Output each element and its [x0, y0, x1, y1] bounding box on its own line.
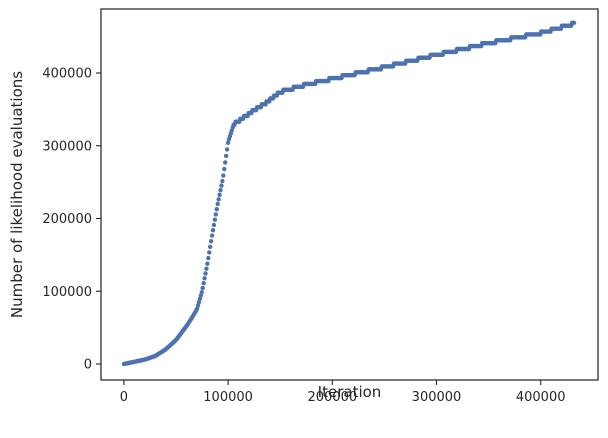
data-point: [207, 244, 213, 250]
data-point: [214, 206, 219, 212]
data-point: [220, 178, 225, 184]
x-tick-label: 0: [120, 390, 128, 405]
x-tick-label: 400000: [516, 390, 566, 405]
x-axis-title: Iteration: [318, 383, 382, 401]
data-point: [223, 160, 228, 165]
data-point: [209, 233, 215, 238]
data-point: [201, 280, 206, 286]
data-point: [199, 290, 204, 295]
y-tick-label: 0: [84, 357, 92, 372]
y-tick-label: 400000: [42, 67, 92, 82]
data-point: [215, 201, 220, 207]
data-point: [216, 197, 221, 202]
data-point: [210, 227, 216, 233]
data-point: [204, 266, 209, 271]
data-point: [217, 192, 222, 197]
x-tick-label: 300000: [412, 390, 462, 405]
data-point: [221, 173, 226, 178]
y-tick-label: 100000: [42, 285, 92, 300]
data-point: [200, 285, 205, 291]
y-tick-label: 300000: [42, 139, 92, 154]
data-point: [205, 261, 210, 266]
data-point: [208, 238, 214, 244]
data-point: [224, 147, 230, 152]
data-point: [203, 271, 208, 276]
data-point: [207, 250, 212, 255]
data-point: [202, 276, 207, 281]
data-point: [212, 217, 218, 222]
data-point: [213, 212, 219, 217]
plot-frame: [100, 8, 599, 381]
data-point: [223, 153, 229, 159]
data-point: [206, 255, 211, 261]
x-tick-label: 200000: [307, 390, 357, 405]
data-point: [225, 140, 231, 146]
x-axis: 0 100000 200000 300000 400000: [120, 380, 566, 405]
x-tick-label: 100000: [203, 390, 253, 405]
data-point: [571, 20, 577, 26]
points-layer: [121, 20, 577, 367]
data-point: [211, 222, 217, 228]
y-tick-label: 200000: [42, 212, 92, 227]
data-point: [222, 166, 227, 172]
y-axis: 0 100000 200000 300000 400000: [42, 67, 101, 372]
data-point: [219, 183, 224, 188]
y-axis-title: Number of likelihood evaluations: [8, 71, 26, 318]
data-point: [218, 188, 223, 193]
